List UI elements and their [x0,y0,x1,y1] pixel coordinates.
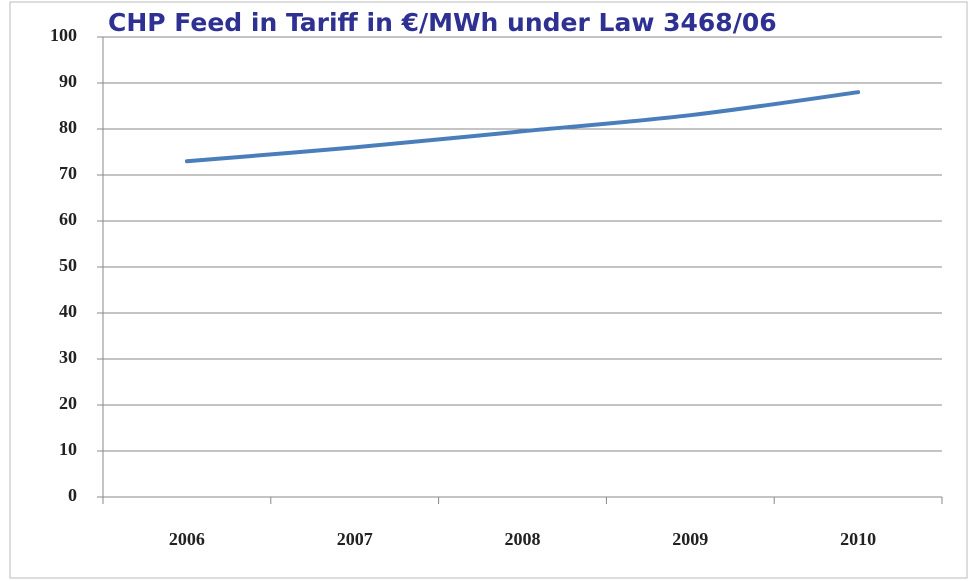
y-tick-label: 100 [50,25,77,45]
x-tick-label: 2007 [337,529,373,549]
y-tick-label: 70 [59,163,77,183]
x-tick-label: 2010 [840,529,876,549]
y-tick-label: 50 [59,255,77,275]
y-tick-label: 60 [59,209,77,229]
y-tick-label: 90 [59,71,77,91]
y-tick-label: 0 [68,485,77,505]
x-tick-label: 2008 [505,529,541,549]
x-tick-label: 2009 [672,529,708,549]
y-tick-label: 20 [59,393,77,413]
y-tick-label: 80 [59,117,77,137]
x-tick-label: 2006 [169,529,205,549]
y-tick-label: 30 [59,347,77,367]
chart-title: CHP Feed in Tariff in €/MWh under Law 34… [108,8,777,37]
y-tick-label: 10 [59,439,77,459]
line-series [184,90,861,164]
chart-frame [9,1,968,579]
y-tick-label: 40 [59,301,77,321]
